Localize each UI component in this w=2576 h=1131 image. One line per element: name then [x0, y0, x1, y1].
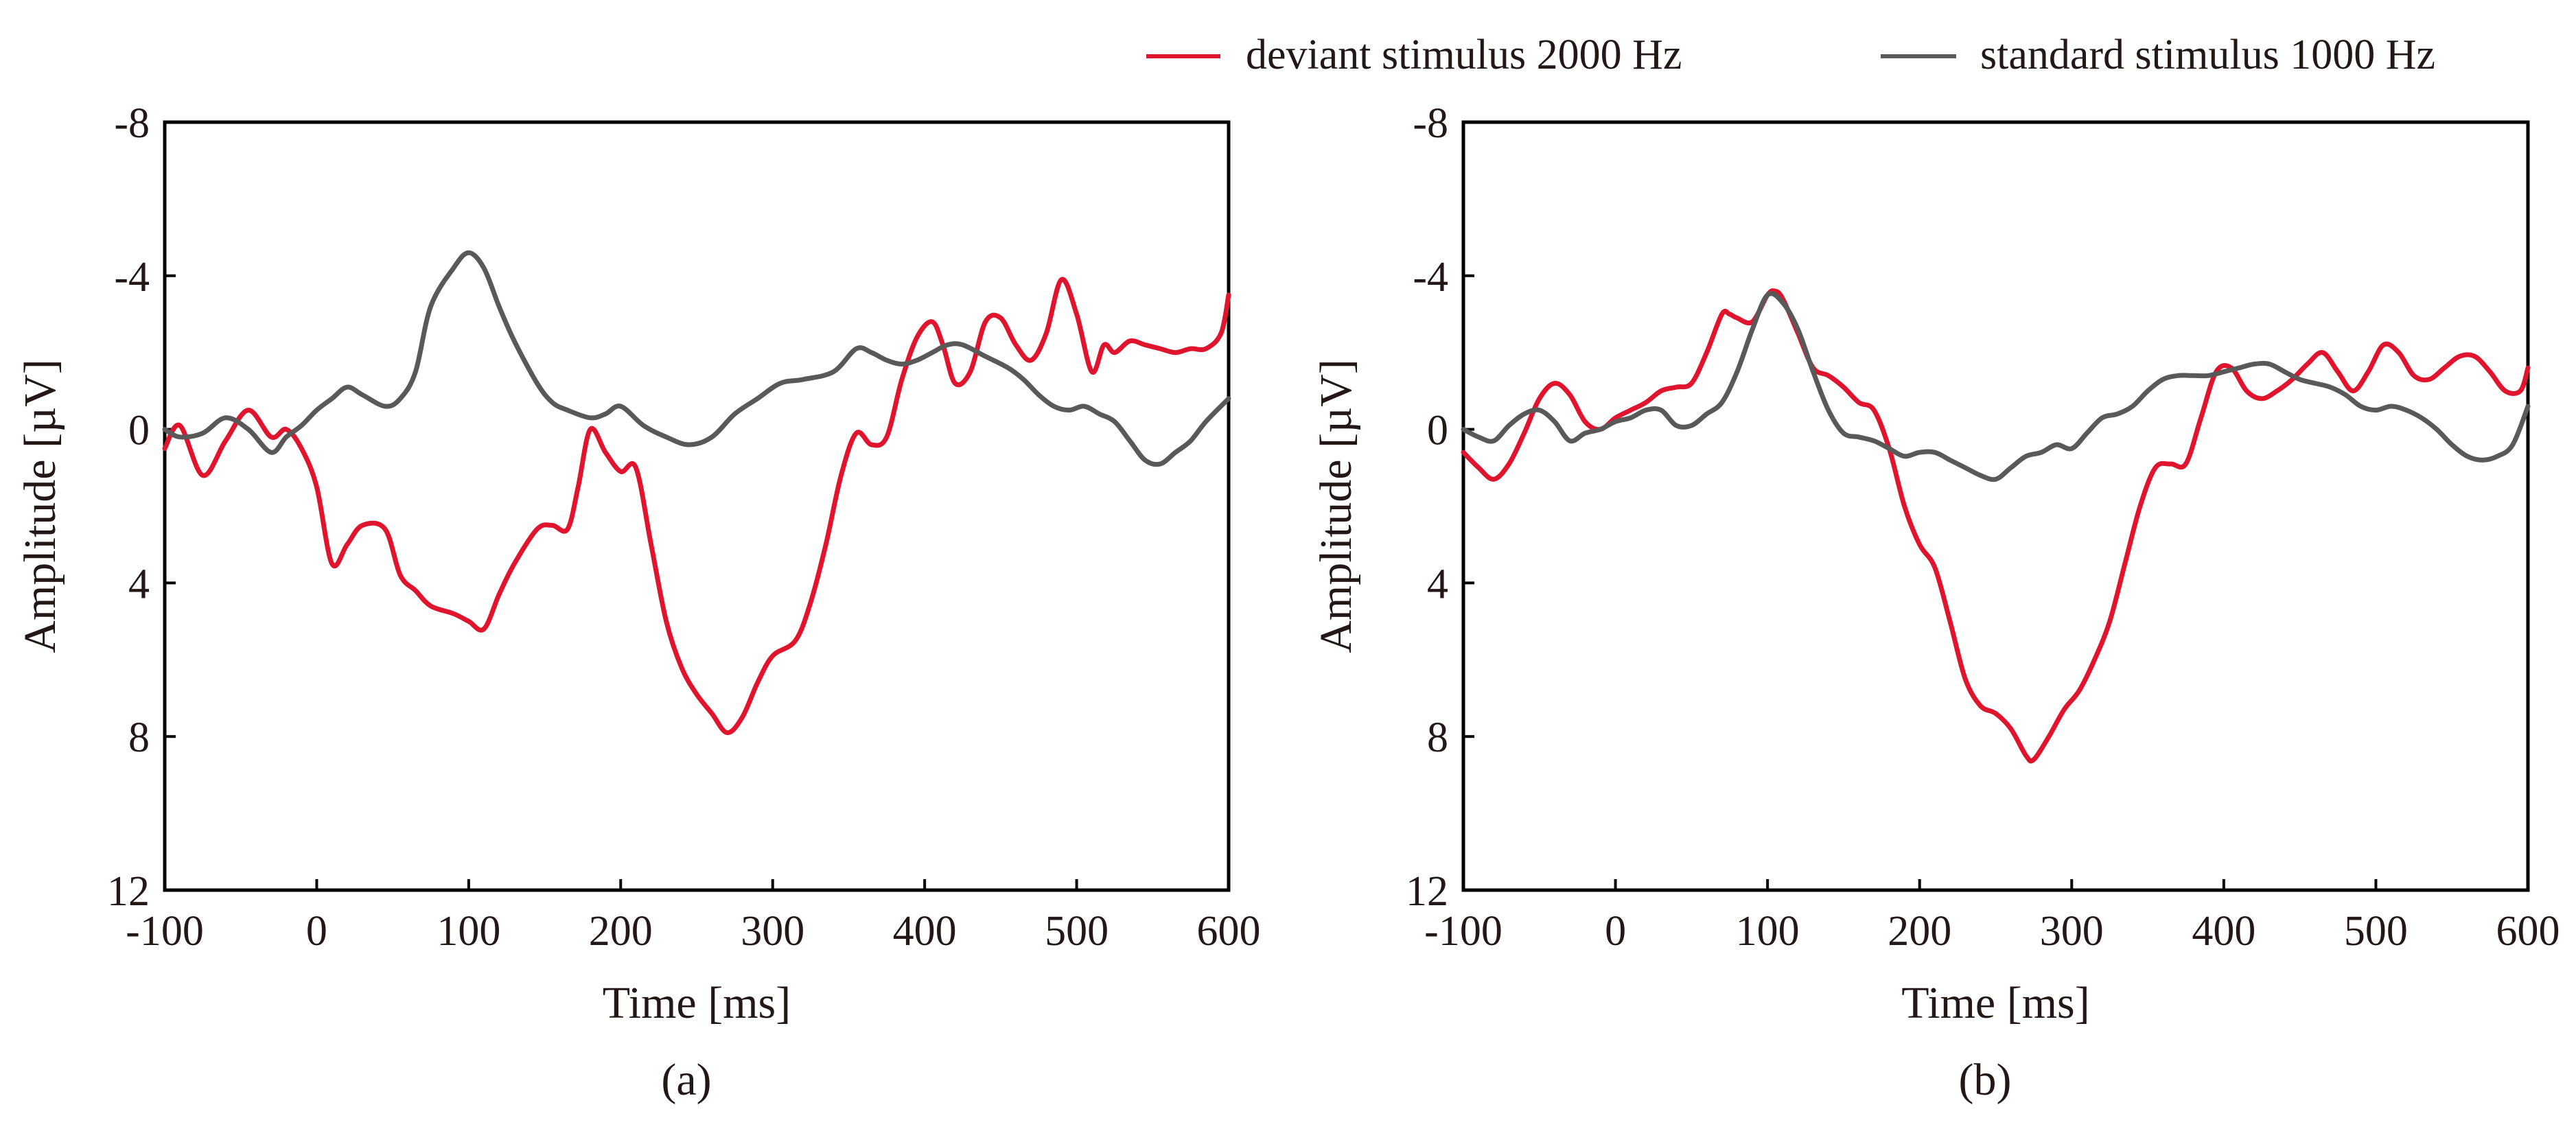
x-tick-label: 100	[1736, 908, 1800, 955]
series-line-deviant	[162, 277, 1231, 736]
y-axis-title: Amplitude [µV]	[15, 359, 65, 653]
x-tick-label: 500	[2344, 908, 2408, 955]
legend: deviant stimulus 2000 Hz standard stimul…	[1146, 32, 2435, 78]
panel-caption: (b)	[1959, 1055, 2012, 1105]
series-line-deviant	[1461, 288, 2531, 764]
y-tick-label: 8	[1427, 714, 1448, 761]
series-line-standard	[1461, 291, 2531, 482]
x-tick-label: 400	[2192, 908, 2255, 955]
x-tick-label: 600	[2496, 908, 2560, 955]
x-tick-label: 200	[589, 908, 653, 955]
panel-caption: (a)	[661, 1055, 711, 1105]
y-tick-label: 0	[1427, 408, 1448, 454]
x-tick-label: 400	[893, 908, 957, 955]
y-tick-label: -4	[1413, 254, 1448, 301]
x-tick-label: 0	[306, 908, 327, 955]
y-axis-title: Amplitude [µV]	[1311, 359, 1361, 653]
x-tick-label: 300	[2040, 908, 2104, 955]
legend-label-deviant: deviant stimulus 2000 Hz	[1246, 32, 1682, 78]
x-tick-label: 500	[1045, 908, 1109, 955]
y-tick-label: 8	[128, 714, 150, 761]
x-axis-title: Time [ms]	[603, 978, 791, 1028]
y-tick-label: 12	[107, 868, 150, 915]
x-tick-label: 300	[741, 908, 804, 955]
y-tick-label: -4	[114, 254, 150, 301]
x-tick-label: 200	[1888, 908, 1951, 955]
x-tick-label: 600	[1197, 908, 1261, 955]
plot-frame	[1461, 120, 2530, 892]
x-tick-label: 0	[1605, 908, 1626, 955]
x-tick-label: -100	[1424, 908, 1502, 955]
plot-frame	[163, 120, 1231, 892]
x-tick-label: -100	[126, 908, 204, 955]
chart-panel-b: -100 0 100 200 300 400 500 600 -8 -4 0 4 8 12 Time [ms…	[1311, 100, 2560, 1105]
x-tick-label: 100	[437, 908, 500, 955]
y-tick-label: -8	[1413, 100, 1448, 147]
y-tick-label: 0	[128, 408, 150, 454]
x-axis-title: Time [ms]	[1901, 978, 2089, 1028]
y-tick-label: -8	[114, 100, 150, 147]
y-tick-label: 12	[1406, 868, 1448, 915]
legend-label-standard: standard stimulus 1000 Hz	[1980, 32, 2435, 78]
y-tick-label: 4	[128, 561, 150, 607]
y-tick-label: 4	[1427, 561, 1448, 607]
chart-panel-a: -100 0 100 200 300 400 500 600 -8 -4 0 4 8 12 Time [ms…	[15, 100, 1261, 1105]
series-line-standard	[162, 250, 1231, 467]
